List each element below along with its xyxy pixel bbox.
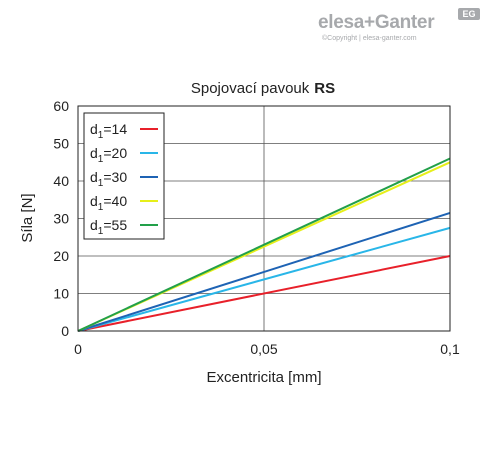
series-layer: [77, 157, 451, 332]
y-tick-label: 0: [61, 323, 69, 339]
chart-title: Spojovací pavouk RS: [191, 80, 335, 97]
legend: d1=14 d1=20 d1=30 d1=40 d1=55: [83, 112, 165, 240]
y-tick-label: 60: [53, 98, 69, 114]
legend-label: d1=20: [90, 145, 127, 165]
x-tick-label: 0,1: [440, 341, 460, 357]
legend-label: d1=14: [90, 121, 127, 141]
x-tick-label: 0: [74, 341, 82, 357]
series-line: [77, 255, 451, 332]
chart-title-main: Spojovací pavouk: [191, 80, 310, 97]
y-tick-label: 40: [53, 173, 69, 189]
y-tick-label: 30: [53, 211, 69, 227]
logo-text: elesa+Ganter: [318, 12, 435, 33]
legend-label: d1=30: [90, 169, 127, 189]
tick-layer: 0 10 20 30 40 50 60 0 0,05 0,1: [53, 98, 460, 357]
legend-label: d1=55: [90, 217, 127, 237]
series-line: [77, 211, 451, 332]
legend-label: d1=40: [90, 193, 127, 213]
y-tick-label: 10: [53, 286, 69, 302]
series-line: [77, 226, 451, 332]
x-axis-label: Excentricita [mm]: [206, 369, 321, 386]
series-line: [77, 157, 451, 332]
y-axis-label: Síla [N]: [19, 193, 36, 242]
plot-frame: [77, 105, 451, 332]
x-tick-label: 0,05: [250, 341, 277, 357]
copyright-text: ©Copyright | elesa-ganter.com: [322, 35, 417, 42]
brand-logo: elesa+Ganter EG ©Copyright | elesa-gante…: [318, 8, 486, 54]
y-tick-label: 50: [53, 136, 69, 152]
chart-title-bold: RS: [314, 80, 335, 97]
logo-badge: EG: [458, 8, 480, 20]
y-tick-label: 20: [53, 248, 69, 264]
